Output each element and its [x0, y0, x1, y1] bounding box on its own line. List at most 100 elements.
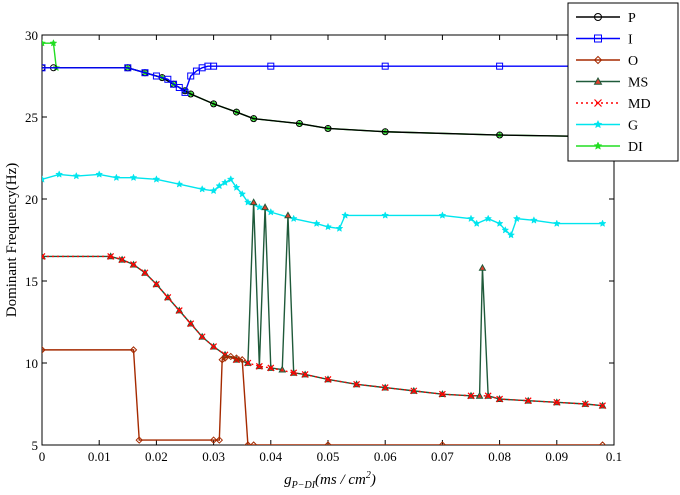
x-axis-label: gP−DI(ms / cm2) [284, 470, 376, 491]
data-point [593, 76, 603, 85]
legend-item: O [576, 54, 638, 69]
data-point [198, 185, 207, 193]
data-point [495, 219, 504, 227]
data-point [581, 400, 589, 408]
x-axis-label-sup: 2 [366, 470, 371, 481]
legend-label: P [628, 11, 636, 26]
legend: PIO MS MD G DI [567, 2, 679, 162]
data-point [141, 269, 149, 277]
legend-label: MS [628, 76, 648, 91]
x-axis-label-g: g [284, 472, 292, 488]
data-point [301, 371, 309, 378]
data-point [152, 280, 160, 288]
data-point [152, 72, 160, 80]
data-point [312, 219, 321, 227]
data-point [135, 436, 143, 444]
legend-label: I [628, 33, 633, 48]
x-axis-label-units: (ms / cm [315, 472, 366, 488]
data-point [353, 380, 361, 388]
data-point [243, 198, 252, 206]
data-point [129, 346, 138, 354]
series-line [42, 349, 603, 445]
legend-label: G [628, 119, 638, 134]
data-point [472, 219, 481, 227]
data-point [598, 441, 607, 445]
data-point [95, 170, 104, 178]
data-point [164, 293, 172, 301]
data-point [553, 398, 561, 406]
data-point [381, 211, 390, 219]
data-point [210, 100, 218, 108]
data-point [594, 13, 602, 21]
x-tick-label: 0.09 [545, 449, 568, 464]
series-i [42, 62, 607, 96]
plot-area [41, 34, 615, 446]
data-point [593, 119, 603, 129]
y-tick-label: 15 [25, 274, 38, 289]
data-point [215, 181, 224, 190]
x-tick-label: 0.04 [259, 449, 282, 464]
data-point [255, 362, 263, 370]
data-point [210, 62, 218, 70]
data-point [42, 175, 46, 183]
legend-item: DI [576, 140, 643, 155]
data-point [284, 211, 292, 219]
y-tick-label: 5 [32, 438, 39, 453]
data-point [438, 390, 446, 398]
data-point [324, 124, 332, 132]
data-point [232, 354, 241, 362]
data-point [250, 115, 258, 123]
data-point [324, 375, 332, 383]
data-point [107, 252, 115, 260]
x-tick-label: 0.1 [606, 449, 622, 464]
x-axis-label-sub: P−DI [291, 480, 316, 491]
data-point [266, 207, 275, 216]
data-point [478, 263, 487, 271]
data-point [209, 186, 218, 195]
data-point [496, 131, 504, 139]
data-point [501, 226, 510, 234]
data-point [112, 173, 121, 182]
data-point [335, 224, 344, 232]
data-point [42, 39, 46, 47]
data-point [267, 364, 275, 372]
series-o [42, 346, 607, 445]
data-point [215, 436, 224, 444]
data-point [187, 72, 195, 80]
legend-item: MD [576, 97, 651, 112]
data-point [187, 320, 195, 328]
data-point [496, 62, 504, 70]
y-tick-label: 20 [25, 192, 38, 207]
data-point [244, 441, 252, 445]
data-point [552, 219, 561, 227]
data-point [324, 222, 332, 231]
data-point [124, 64, 132, 72]
data-point [410, 387, 418, 395]
series-layer [42, 39, 607, 445]
data-point [210, 343, 218, 351]
data-point [467, 392, 475, 400]
x-tick-label: 0.03 [202, 449, 225, 464]
legend-item: P [576, 11, 636, 26]
data-point [484, 214, 493, 223]
series-line [42, 65, 603, 94]
legend-label: MD [628, 97, 651, 112]
y-axis-label: Dominant Frequency(Hz) [4, 163, 20, 318]
legend-item: G [576, 119, 638, 134]
data-point [141, 69, 149, 77]
data-point [181, 88, 189, 96]
data-point [198, 333, 206, 341]
data-point [129, 173, 138, 182]
data-point [238, 189, 247, 198]
series-md [42, 252, 606, 410]
data-point [341, 211, 350, 219]
data-point [221, 354, 229, 362]
data-point [238, 356, 246, 364]
x-tick-label: 0.06 [374, 449, 397, 464]
x-axis-label-close: ) [370, 472, 376, 488]
data-point [249, 441, 258, 445]
data-point [164, 75, 172, 83]
x-tick-label: 0.08 [488, 449, 511, 464]
data-point [175, 180, 184, 188]
